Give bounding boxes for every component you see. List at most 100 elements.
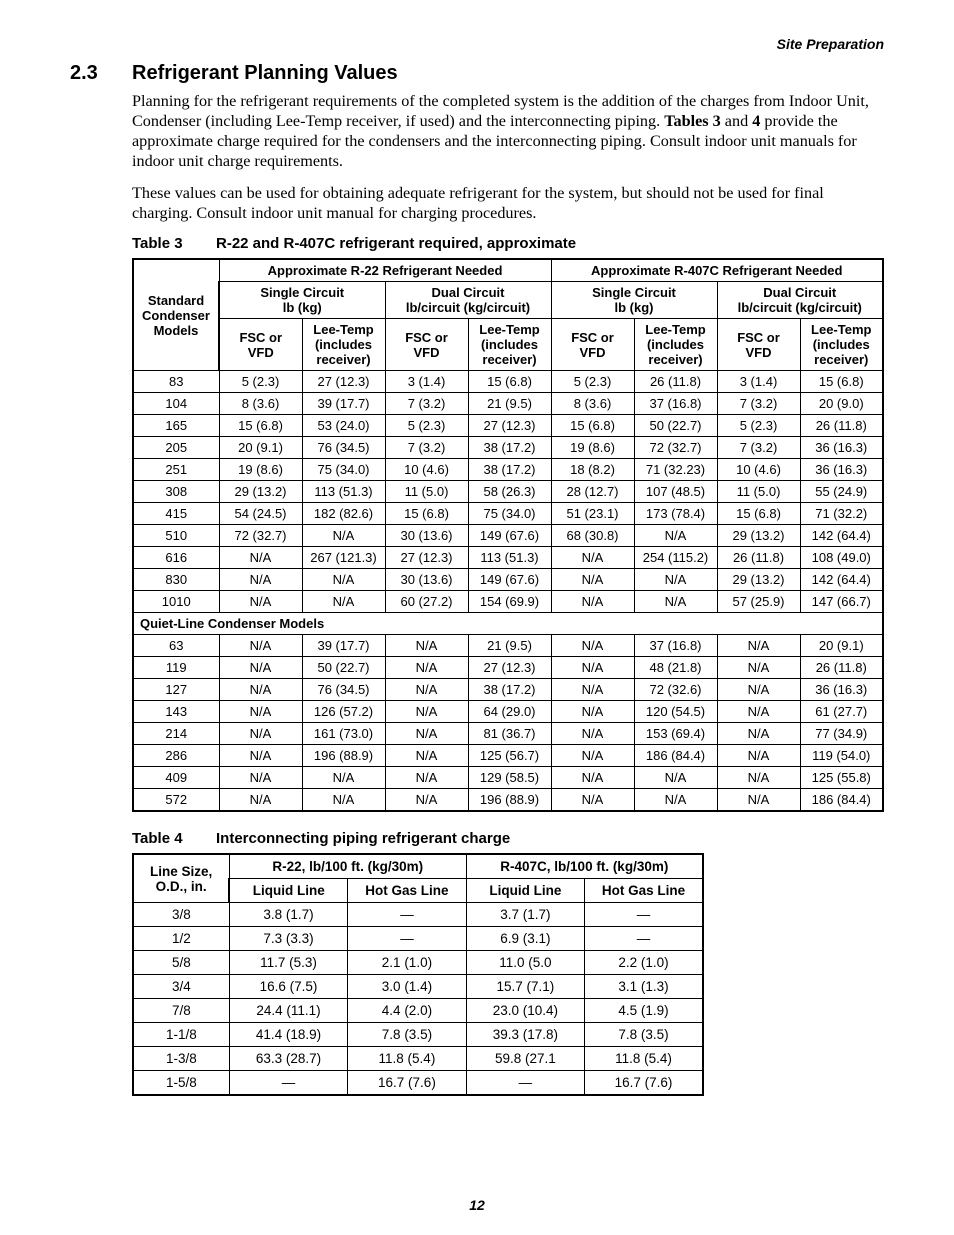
p1-bold1: Tables 3 <box>664 112 721 130</box>
table3.rows_std-cell: 15 (6.8) <box>551 415 634 437</box>
section-number: 2.3 <box>70 62 132 85</box>
t3-h-r22-single-l1: Single Circuit <box>260 285 344 300</box>
table3.rows_quiet-cell: 409 <box>133 767 219 789</box>
table4-cell: 11.0 (5.0 <box>466 951 584 975</box>
table4-cell: — <box>348 927 466 951</box>
t3-h-c4: Lee-Temp(includesreceiver) <box>468 319 551 371</box>
table3.rows_std-cell: 15 (6.8) <box>468 371 551 393</box>
table4-row: 1-5/8—16.7 (7.6)—16.7 (7.6) <box>133 1071 703 1096</box>
table3.rows_std-cell: 27 (12.3) <box>385 547 468 569</box>
table3.rows_std-cell: 15 (6.8) <box>800 371 883 393</box>
t3-h-models: StandardCondenserModels <box>133 259 219 371</box>
table4: Line Size,O.D., in. R-22, lb/100 ft. (kg… <box>132 853 704 1096</box>
paragraph-2: These values can be used for obtaining a… <box>132 183 884 223</box>
table3.rows_quiet-cell: N/A <box>219 767 302 789</box>
table3.rows_std-cell: 68 (30.8) <box>551 525 634 547</box>
table3.rows_quiet-cell: N/A <box>634 789 717 812</box>
table4-cell: 7/8 <box>133 999 229 1023</box>
table3.rows_std-cell: 53 (24.0) <box>302 415 385 437</box>
table3.rows_std-cell: 8 (3.6) <box>551 393 634 415</box>
table3-body: 835 (2.3)27 (12.3)3 (1.4)15 (6.8)5 (2.3)… <box>133 371 883 812</box>
table3.rows_std-cell: N/A <box>302 569 385 591</box>
table3.rows_quiet-cell: 153 (69.4) <box>634 723 717 745</box>
table3.rows_std-cell: 37 (16.8) <box>634 393 717 415</box>
table3.rows_quiet-cell: 186 (84.4) <box>634 745 717 767</box>
table3.rows_quiet-cell: 125 (55.8) <box>800 767 883 789</box>
table3.rows_std: 1048 (3.6)39 (17.7)7 (3.2)21 (9.5)8 (3.6… <box>133 393 883 415</box>
table4-cell: 16.7 (7.6) <box>585 1071 703 1096</box>
table3.rows_std-cell: 38 (17.2) <box>468 437 551 459</box>
table3.rows_std-cell: 51 (23.1) <box>551 503 634 525</box>
running-head: Site Preparation <box>70 36 884 52</box>
table3.rows_std: 830N/AN/A30 (13.6)149 (67.6)N/AN/A29 (13… <box>133 569 883 591</box>
t3-h-r407c: Approximate R-407C Refrigerant Needed <box>551 259 883 282</box>
table3.rows_std-cell: 182 (82.6) <box>302 503 385 525</box>
table3.rows_quiet-cell: N/A <box>219 701 302 723</box>
table3-caption: Table 3 R-22 and R-407C refrigerant requ… <box>132 235 884 252</box>
table4-cell: 39.3 (17.8) <box>466 1023 584 1047</box>
table4-cell: 3.0 (1.4) <box>348 975 466 999</box>
table3.rows_quiet: 63N/A39 (17.7)N/A21 (9.5)N/A37 (16.8)N/A… <box>133 635 883 657</box>
table3.rows_std-cell: 19 (8.6) <box>219 459 302 481</box>
table3.rows_quiet-cell: N/A <box>717 767 800 789</box>
table3.rows_quiet-cell: 77 (34.9) <box>800 723 883 745</box>
table3.rows_std-cell: 510 <box>133 525 219 547</box>
t3-h-r22: Approximate R-22 Refrigerant Needed <box>219 259 551 282</box>
table4-label: Table 4 <box>132 830 216 847</box>
table3.rows_std-cell: 57 (25.9) <box>717 591 800 613</box>
table4-row: 1-1/841.4 (18.9)7.8 (3.5)39.3 (17.8)7.8 … <box>133 1023 703 1047</box>
table4-cell: — <box>585 903 703 927</box>
table3.rows_std-cell: 147 (66.7) <box>800 591 883 613</box>
table3.rows_std-cell: 71 (32.23) <box>634 459 717 481</box>
table3.rows_quiet-cell: 572 <box>133 789 219 812</box>
table3.rows_std-cell: 11 (5.0) <box>717 481 800 503</box>
table3.rows_std-cell: N/A <box>302 525 385 547</box>
table4-row: 7/824.4 (11.1)4.4 (2.0)23.0 (10.4)4.5 (1… <box>133 999 703 1023</box>
table4-cell: 41.4 (18.9) <box>229 1023 347 1047</box>
table4-cell: 11.7 (5.3) <box>229 951 347 975</box>
table3-wrap: StandardCondenserModels Approximate R-22… <box>132 258 884 812</box>
table3-label: Table 3 <box>132 235 216 252</box>
t3-h-r22-dual: Dual Circuitlb/circuit (kg/circuit) <box>385 282 551 319</box>
table3.rows_quiet-cell: N/A <box>551 723 634 745</box>
table3.rows_quiet-cell: 126 (57.2) <box>302 701 385 723</box>
table4-caption: Table 4 Interconnecting piping refrigera… <box>132 830 884 847</box>
table3.rows_quiet-cell: 214 <box>133 723 219 745</box>
t3-h-c1: FSC orVFD <box>219 319 302 371</box>
table3.rows_std-cell: 149 (67.6) <box>468 525 551 547</box>
table3.rows_quiet-cell: N/A <box>385 701 468 723</box>
table4-cell: — <box>348 903 466 927</box>
table3.rows_quiet-cell: 27 (12.3) <box>468 657 551 679</box>
t3-h-c6: Lee-Temp(includesreceiver) <box>634 319 717 371</box>
table3.rows_quiet-cell: 125 (56.7) <box>468 745 551 767</box>
table3.rows_std-cell: 7 (3.2) <box>385 437 468 459</box>
table3.rows_std-cell: 30 (13.6) <box>385 569 468 591</box>
t4-h-c4: Hot Gas Line <box>585 879 703 903</box>
t3-h-r22-dual-l1: Dual Circuit <box>432 285 505 300</box>
table3.rows_quiet-cell: N/A <box>219 789 302 812</box>
table4-cell: 7.8 (3.5) <box>348 1023 466 1047</box>
t4-h-r22: R-22, lb/100 ft. (kg/30m) <box>229 854 466 879</box>
table3.rows_std-cell: 72 (32.7) <box>634 437 717 459</box>
t3-h-r407c-single-l2: lb (kg) <box>615 300 654 315</box>
table3.rows_quiet-cell: 127 <box>133 679 219 701</box>
table4-row: 3/83.8 (1.7)—3.7 (1.7)— <box>133 903 703 927</box>
table3.rows_std-cell: 27 (12.3) <box>302 371 385 393</box>
table3.rows_std-cell: N/A <box>551 591 634 613</box>
table3.rows_quiet-cell: 143 <box>133 701 219 723</box>
table3.rows_std-cell: 58 (26.3) <box>468 481 551 503</box>
t3-h-r407c-dual-l2: lb/circuit (kg/circuit) <box>738 300 862 315</box>
table4-cell: 59.8 (27.1 <box>466 1047 584 1071</box>
table3.rows_std: 51072 (32.7)N/A30 (13.6)149 (67.6)68 (30… <box>133 525 883 547</box>
table3.rows_quiet-cell: 64 (29.0) <box>468 701 551 723</box>
table3: StandardCondenserModels Approximate R-22… <box>132 258 884 812</box>
table3.rows_quiet: 127N/A76 (34.5)N/A38 (17.2)N/A72 (32.6)N… <box>133 679 883 701</box>
t3-h-r407c-dual-l1: Dual Circuit <box>763 285 836 300</box>
table3.rows_std-cell: N/A <box>634 569 717 591</box>
page: Site Preparation 2.3 Refrigerant Plannin… <box>0 0 954 1235</box>
t3-h-r407c-single-l1: Single Circuit <box>592 285 676 300</box>
table3.rows_std-cell: 20 (9.1) <box>219 437 302 459</box>
table3.rows_std-cell: 36 (16.3) <box>800 459 883 481</box>
table3.rows_quiet-cell: N/A <box>385 789 468 812</box>
table3.rows_std-cell: 165 <box>133 415 219 437</box>
